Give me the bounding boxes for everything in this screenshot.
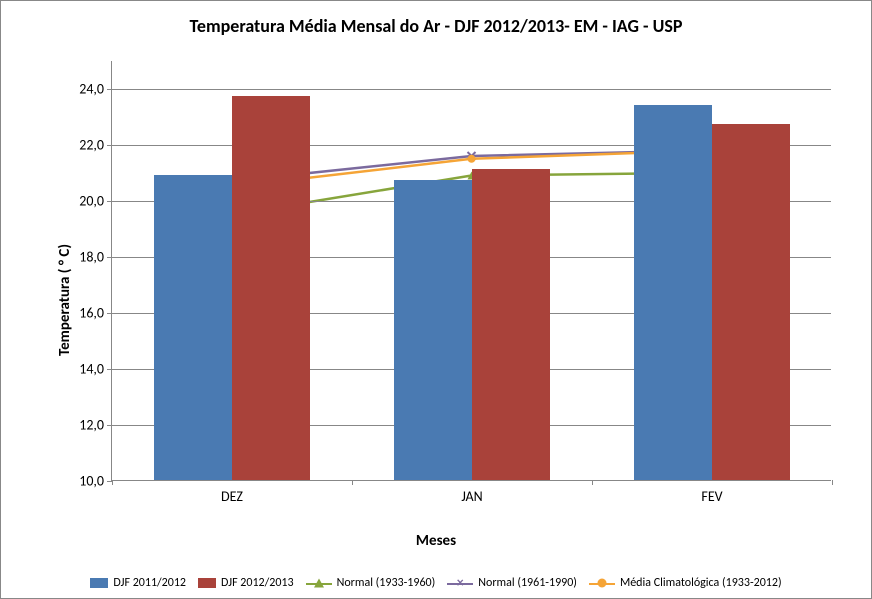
y-tick-label: 16,0 [79, 305, 104, 322]
gridline [112, 89, 831, 90]
y-tick-label: 22,0 [79, 137, 104, 154]
y-tick-mark [107, 145, 112, 146]
legend-item: × Normal (1961-1990) [447, 576, 577, 590]
legend-label: Normal (1961-1990) [478, 576, 577, 590]
bar [472, 169, 550, 480]
x-tick-label: DEZ [221, 488, 243, 505]
y-axis-label: Temperatura ( ° C) [56, 243, 74, 355]
y-tick-label: 24,0 [79, 81, 104, 98]
x-tick-label: FEV [701, 488, 722, 505]
y-tick-label: 14,0 [79, 361, 104, 378]
y-tick-label: 10,0 [79, 473, 104, 490]
x-axis-label: Meses [1, 532, 871, 550]
legend: DJF 2011/2012 DJF 2012/2013 Normal (1933-1… [31, 576, 841, 590]
legend-item: DJF 2011/2012 [90, 576, 186, 590]
line-marker [468, 155, 476, 163]
y-tick-mark [107, 89, 112, 90]
y-tick-mark [107, 313, 112, 314]
x-tick-mark [592, 480, 593, 485]
x-tick-mark [832, 480, 833, 485]
bar [712, 124, 790, 480]
chart-title: Temperatura Média Mensal do Ar - DJF 201… [1, 15, 871, 37]
chart-container: Temperatura Média Mensal do Ar - DJF 201… [0, 0, 872, 599]
bar [154, 175, 232, 480]
y-tick-mark [107, 257, 112, 258]
y-tick-label: 20,0 [79, 193, 104, 210]
y-tick-label: 18,0 [79, 249, 104, 266]
y-tick-mark [107, 201, 112, 202]
legend-label: Média Climatológica (1933-2012) [620, 576, 782, 590]
legend-label: DJF 2011/2012 [113, 576, 186, 590]
bar [394, 180, 472, 480]
bar [634, 105, 712, 480]
y-tick-mark [107, 369, 112, 370]
legend-label: Normal (1933-1960) [337, 576, 436, 590]
legend-swatch [90, 578, 108, 588]
bar [232, 96, 310, 480]
legend-item: Média Climatológica (1933-2012) [589, 576, 782, 590]
plot-area: 10,012,014,016,018,020,022,024,0DEZJANFE… [111, 61, 831, 481]
y-tick-mark [107, 425, 112, 426]
x-tick-label: JAN [461, 488, 482, 505]
legend-line-icon [589, 577, 615, 589]
x-tick-mark [352, 480, 353, 485]
legend-swatch [198, 578, 216, 588]
y-tick-label: 12,0 [79, 417, 104, 434]
legend-line-icon [306, 577, 332, 589]
legend-label: DJF 2012/2013 [221, 576, 294, 590]
line-marker [468, 152, 476, 160]
legend-item: Normal (1933-1960) [306, 576, 436, 590]
legend-line-icon: × [447, 577, 473, 589]
x-tick-mark [112, 480, 113, 485]
legend-item: DJF 2012/2013 [198, 576, 294, 590]
